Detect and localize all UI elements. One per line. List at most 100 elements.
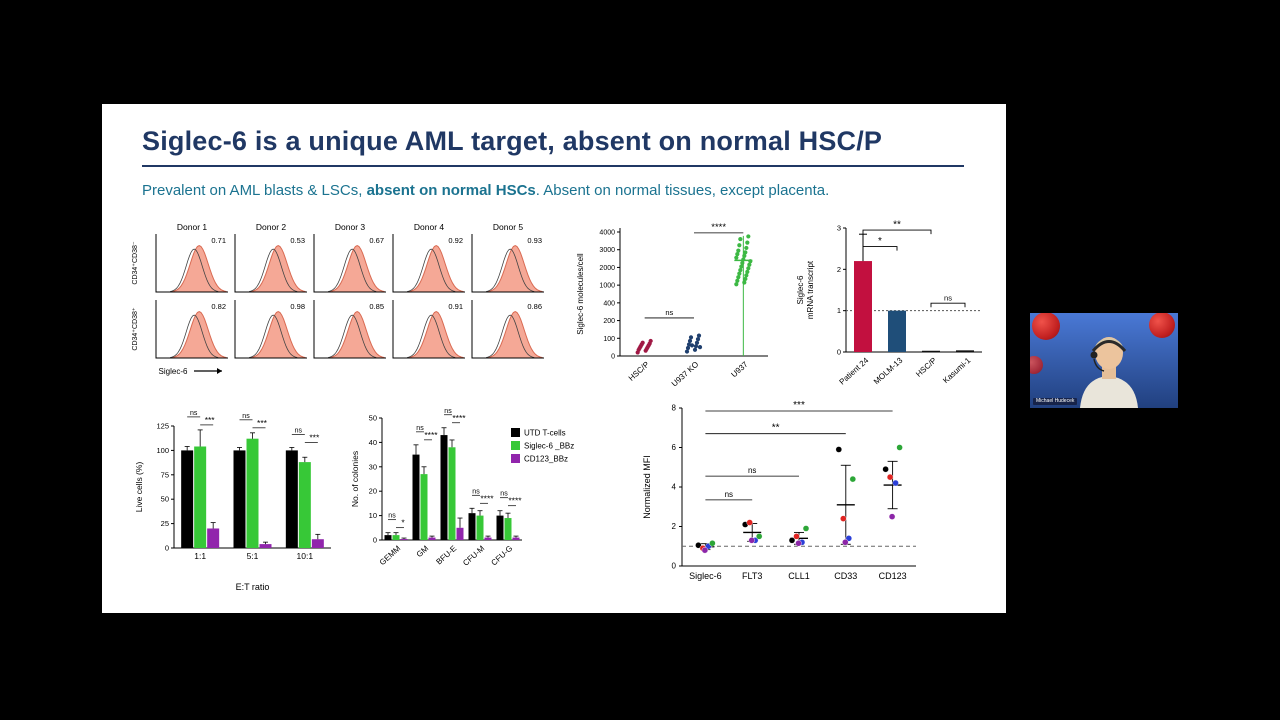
svg-text:UTD T-cells: UTD T-cells [524,429,566,438]
presentation-slide: Siglec-6 is a unique AML target, absent … [102,104,1006,613]
svg-text:CD123: CD123 [879,571,907,581]
svg-text:20: 20 [369,487,377,496]
svg-text:**: ** [772,423,780,434]
svg-text:30: 30 [369,462,377,471]
svg-text:E:T ratio: E:T ratio [236,582,270,592]
svg-text:****: **** [508,496,522,506]
svg-text:6: 6 [672,443,677,452]
svg-text:1:1: 1:1 [194,551,206,561]
svg-text:ns: ns [665,308,673,317]
svg-text:50: 50 [161,495,169,504]
svg-text:100: 100 [603,336,615,343]
svg-text:Siglec-6: Siglec-6 [159,367,188,376]
svg-text:0: 0 [373,536,377,545]
svg-text:Donor 2: Donor 2 [256,222,287,232]
svg-text:***: *** [257,418,268,428]
svg-text:0.85: 0.85 [369,302,384,311]
svg-text:ns: ns [444,408,452,415]
svg-text:0.93: 0.93 [527,236,542,245]
svg-text:0.53: 0.53 [290,236,305,245]
svg-text:Siglec-6 molecules/cell: Siglec-6 molecules/cell [576,253,585,335]
svg-text:Donor 1: Donor 1 [177,222,208,232]
webcam-video-frame: Michael Hudecek [1030,313,1178,408]
svg-text:Kasumi-1: Kasumi-1 [941,355,973,385]
svg-text:ns: ns [472,488,480,495]
svg-text:****: **** [711,222,726,233]
svg-text:****: **** [480,493,494,503]
svg-text:0: 0 [165,544,169,553]
svg-text:Patient 24: Patient 24 [838,355,871,386]
svg-text:3: 3 [837,224,841,233]
mfi-dot-panel: 0 2 4 6 8 Normalized MFI Siglec-6 FLT3 CLL1 CD33 C… [638,396,926,597]
subtitle-text-pre: Prevalent on AML blasts & LSCs, [142,182,367,199]
headset-icon [1091,340,1127,353]
svg-text:1: 1 [837,306,841,315]
svg-text:***: *** [793,400,805,411]
svg-text:CD123_BBz: CD123_BBz [524,455,568,464]
svg-text:400: 400 [603,300,615,307]
svg-text:ns: ns [725,490,733,499]
svg-text:ns: ns [190,410,198,417]
svg-text:0.71: 0.71 [211,236,226,245]
svg-text:MOLM-13: MOLM-13 [872,355,905,386]
svg-text:1000: 1000 [599,283,615,290]
svg-text:ns: ns [242,413,250,420]
svg-text:FLT3: FLT3 [742,571,762,581]
background-cell-image-right [1149,313,1175,338]
svg-text:ns: ns [500,491,508,498]
svg-text:CFU-M: CFU-M [461,544,486,568]
svg-text:0: 0 [672,562,677,571]
svg-text:CD34⁺CD38⁻: CD34⁺CD38⁻ [132,241,139,284]
live-cells-bar-panel: 0 25 50 75 100 125 Live cells (%) 1:1 5:1 10:1 E:T… [132,402,337,599]
slide-title: Siglec-6 is a unique AML target, absent … [142,126,883,156]
svg-text:2: 2 [837,265,841,274]
svg-text:125: 125 [156,422,169,431]
molecules-scatter-panel: 0 100 200 400 1000 2000 3000 4000 Siglec-6 molec… [572,218,774,405]
svg-text:8: 8 [672,404,677,413]
mrna-bar-panel: 0 1 2 3 Siglec-6 mRNA transcript Patient 24 MOL… [794,214,988,407]
svg-text:0.98: 0.98 [290,302,305,311]
svg-text:Live cells (%): Live cells (%) [134,462,144,513]
mfi-dot-svg: 0 2 4 6 8 Normalized MFI Siglec-6 FLT3 CLL1 CD33 C… [642,400,916,581]
svg-text:Siglec-6 _BBz: Siglec-6 _BBz [524,442,574,451]
svg-text:0.92: 0.92 [448,236,463,245]
svg-text:U937 KO: U937 KO [670,360,700,389]
svg-text:100: 100 [156,446,169,455]
svg-text:GM: GM [415,544,431,560]
svg-text:ns: ns [416,425,424,432]
svg-text:0.91: 0.91 [448,302,463,311]
svg-text:Siglec-6: Siglec-6 [796,275,805,304]
title-underline [142,165,964,167]
speaker-avatar [1080,337,1138,408]
svg-text:HSC/P: HSC/P [914,356,938,379]
svg-text:**: ** [893,220,901,231]
svg-text:mRNA transcript: mRNA transcript [806,260,815,319]
svg-text:****: **** [424,430,438,440]
molecules-scatter-svg: 0 100 200 400 1000 2000 3000 4000 Siglec-6 molec… [576,222,768,389]
colonies-bar-panel: 0 10 20 30 40 50 No. of colonies GEMM GM BFU-E CFU… [348,404,578,593]
svg-text:*: * [401,518,405,528]
svg-text:*: * [878,236,882,247]
svg-text:0.67: 0.67 [369,236,384,245]
svg-text:Normalized MFI: Normalized MFI [642,455,652,519]
svg-text:10: 10 [369,511,377,520]
svg-text:Donor 4: Donor 4 [414,222,445,232]
subtitle-text-post: . Absent on normal tissues, except place… [535,182,830,199]
svg-text:GEMM: GEMM [378,544,403,568]
svg-text:ns: ns [748,466,756,475]
svg-text:Donor 3: Donor 3 [335,222,366,232]
svg-text:CD34⁺CD38⁺: CD34⁺CD38⁺ [132,307,139,350]
svg-text:***: *** [309,432,320,442]
svg-text:0.82: 0.82 [211,302,226,311]
svg-text:50: 50 [369,414,377,423]
svg-text:****: **** [452,413,466,423]
svg-text:200: 200 [603,318,615,325]
svg-text:0: 0 [837,348,841,357]
webcam-video-tile[interactable]: Michael Hudecek [1028,311,1180,410]
svg-text:2: 2 [672,522,677,531]
svg-text:4: 4 [672,483,677,492]
svg-text:2000: 2000 [599,265,615,272]
svg-text:CLL1: CLL1 [788,571,810,581]
svg-text:ns: ns [944,294,952,303]
